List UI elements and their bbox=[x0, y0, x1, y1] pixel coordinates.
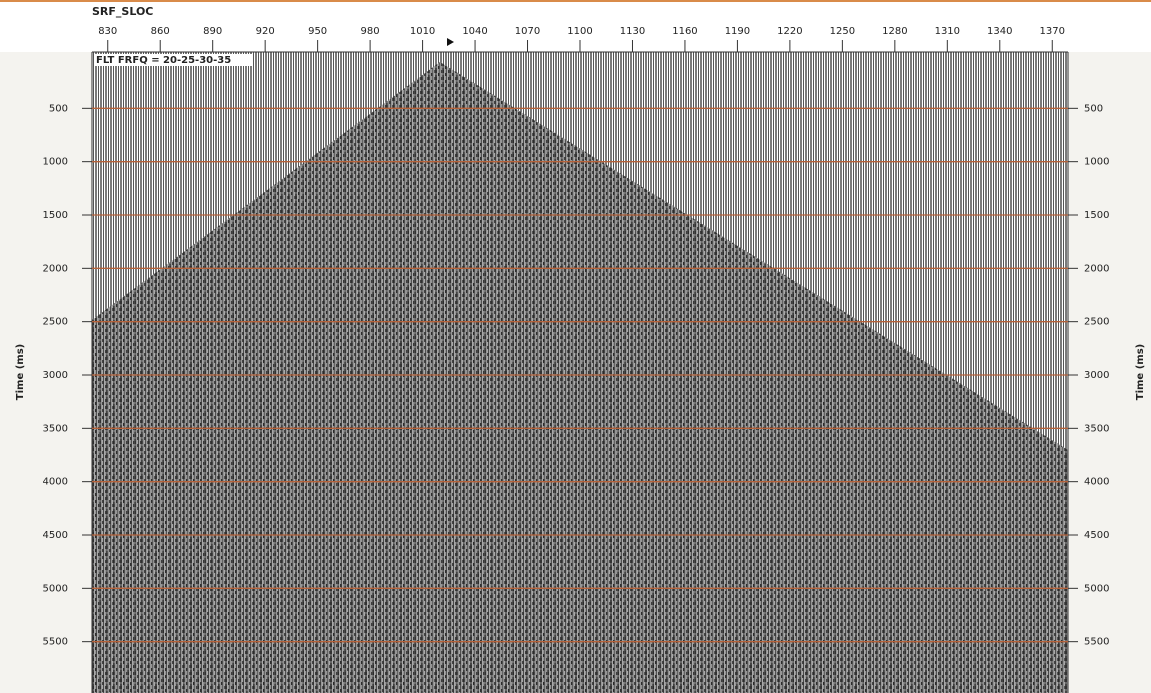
y-tick-label: 4000 bbox=[43, 477, 68, 488]
chart-title: FLT FRFQ = 20-25-30-35 bbox=[96, 55, 231, 66]
x-tick-label: 920 bbox=[256, 26, 275, 37]
x-tick-label: 1250 bbox=[830, 26, 855, 37]
y-axis-label: Time (ms) bbox=[15, 344, 26, 400]
x-tick-label: 1310 bbox=[935, 26, 960, 37]
x-tick-label: 1130 bbox=[620, 26, 645, 37]
y2-tick-label: 1000 bbox=[1084, 157, 1109, 168]
x-tick-label: 1190 bbox=[725, 26, 750, 37]
x-tick-label: 1070 bbox=[515, 26, 540, 37]
x-tick-label: 830 bbox=[98, 26, 117, 37]
x-tick-label: 890 bbox=[203, 26, 222, 37]
y2-tick-label: 1500 bbox=[1084, 210, 1109, 221]
y-tick-label: 500 bbox=[49, 103, 68, 114]
x-tick-label: 950 bbox=[308, 26, 327, 37]
x-tick-label: 1280 bbox=[882, 26, 907, 37]
x-tick-label: 860 bbox=[151, 26, 170, 37]
y2-tick-label: 2500 bbox=[1084, 317, 1109, 328]
y-tick-label: 5000 bbox=[43, 583, 68, 594]
y-tick-label: 2500 bbox=[43, 317, 68, 328]
y2-tick-label: 3500 bbox=[1084, 423, 1109, 434]
x-tick-label: 1040 bbox=[462, 26, 487, 37]
x-tick-label: 1160 bbox=[672, 26, 697, 37]
x-tick-label: 1340 bbox=[987, 26, 1012, 37]
y2-tick-label: 5500 bbox=[1084, 637, 1109, 648]
y2-tick-label: 4000 bbox=[1084, 477, 1109, 488]
y-tick-label: 4500 bbox=[43, 530, 68, 541]
y-tick-label: 2000 bbox=[43, 263, 68, 274]
y-tick-label: 3000 bbox=[43, 370, 68, 381]
y2-axis-label: Time (ms) bbox=[1135, 344, 1146, 400]
y2-tick-label: 500 bbox=[1084, 103, 1103, 114]
y-tick-label: 3500 bbox=[43, 423, 68, 434]
x-tick-label: 1100 bbox=[567, 26, 592, 37]
x-tick-label: 1370 bbox=[1040, 26, 1065, 37]
y-tick-label: 5500 bbox=[43, 637, 68, 648]
y2-tick-label: 4500 bbox=[1084, 530, 1109, 541]
x-tick-label: 1220 bbox=[777, 26, 802, 37]
y2-tick-label: 5000 bbox=[1084, 583, 1109, 594]
title-box bbox=[94, 54, 252, 66]
shot-marker bbox=[447, 38, 454, 46]
x-tick-label: 980 bbox=[361, 26, 380, 37]
y-tick-label: 1500 bbox=[43, 210, 68, 221]
top-band bbox=[0, 0, 1151, 52]
y-tick-label: 1000 bbox=[43, 157, 68, 168]
x-axis-label: SRF_SLOC bbox=[92, 5, 153, 18]
y2-tick-label: 2000 bbox=[1084, 263, 1109, 274]
x-tick-label: 1010 bbox=[410, 26, 435, 37]
y2-tick-label: 3000 bbox=[1084, 370, 1109, 381]
